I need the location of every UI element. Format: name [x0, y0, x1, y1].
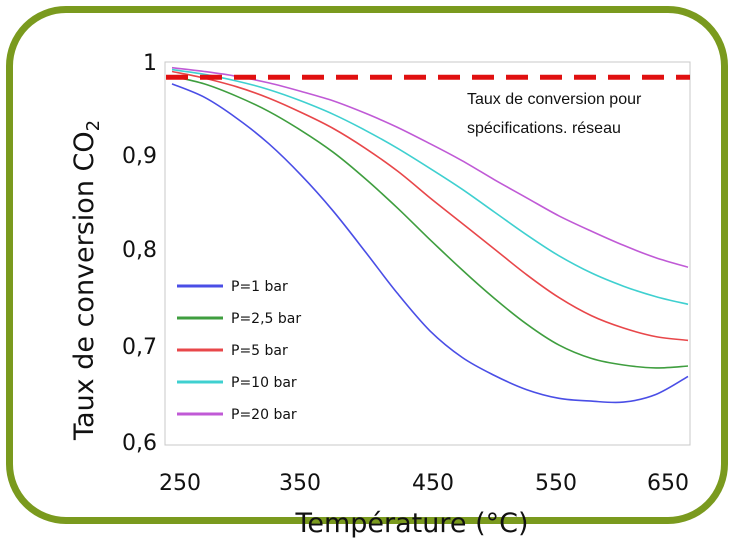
- x-axis-label: Température (°C): [294, 508, 528, 539]
- x-tick-label: 450: [412, 471, 454, 496]
- legend: P=1 bar P=2,5 bar P=5 bar P=10 bar P=20 bar: [177, 279, 301, 423]
- annotation-line-2: spécifications. réseau: [467, 120, 621, 137]
- y-tick-label: 1: [143, 51, 157, 76]
- legend-label: P=20 bar: [231, 407, 297, 423]
- plot-area: [164, 61, 691, 446]
- series-line-2: [171, 75, 689, 369]
- legend-label: P=1 bar: [231, 279, 288, 295]
- legend-label: P=5 bar: [231, 343, 288, 359]
- y-tick-labels: 1 0,9 0,8 0,7 0,6: [122, 51, 157, 456]
- x-tick-label: 250: [159, 471, 201, 496]
- series-line-3: [171, 70, 689, 342]
- x-tick-labels: 250 350 450 550 650: [159, 471, 689, 496]
- annotation-line-1: Taux de conversion pour: [467, 91, 642, 108]
- y-tick-label: 0,8: [122, 238, 157, 263]
- legend-label: P=10 bar: [231, 375, 297, 391]
- y-tick-label: 0,6: [122, 431, 157, 456]
- y-tick-label: 0,9: [122, 144, 157, 169]
- y-tick-label: 0,7: [122, 335, 157, 360]
- y-axis-label: Taux de conversion CO2: [69, 120, 104, 441]
- series-line-4: [171, 68, 689, 306]
- series-layer: [171, 66, 689, 404]
- legend-label: P=2,5 bar: [231, 311, 301, 327]
- series-line-1: [171, 83, 689, 404]
- x-tick-label: 550: [535, 471, 577, 496]
- x-tick-label: 650: [647, 471, 689, 496]
- x-tick-label: 350: [279, 471, 321, 496]
- chart-frame: [6, 6, 728, 524]
- series-line-5: [171, 66, 689, 268]
